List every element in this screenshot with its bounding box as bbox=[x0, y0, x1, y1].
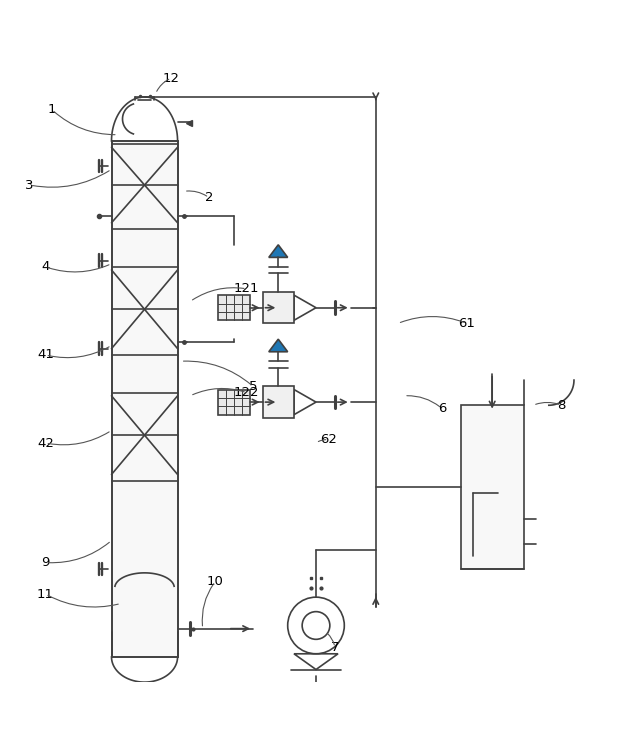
Bar bbox=[119, 224, 123, 229]
Bar bbox=[162, 350, 166, 355]
Text: 3: 3 bbox=[25, 179, 34, 192]
Bar bbox=[141, 224, 145, 229]
Bar bbox=[130, 350, 134, 355]
Text: 4: 4 bbox=[41, 260, 50, 273]
Bar bbox=[111, 141, 178, 657]
Bar bbox=[162, 476, 166, 481]
Bar bbox=[130, 224, 134, 229]
Bar bbox=[114, 350, 118, 355]
Text: 12: 12 bbox=[163, 71, 179, 85]
Bar bbox=[219, 390, 250, 415]
Bar bbox=[119, 476, 123, 481]
Bar bbox=[461, 405, 524, 569]
Bar bbox=[157, 224, 161, 229]
Bar bbox=[167, 350, 171, 355]
Bar bbox=[125, 350, 128, 355]
Bar bbox=[173, 350, 177, 355]
Bar bbox=[167, 224, 171, 229]
Bar bbox=[114, 224, 118, 229]
Text: 5: 5 bbox=[249, 380, 257, 393]
Bar bbox=[219, 295, 250, 320]
Bar bbox=[157, 350, 161, 355]
Text: 61: 61 bbox=[459, 317, 475, 330]
Bar bbox=[173, 476, 177, 481]
Text: 7: 7 bbox=[331, 641, 339, 654]
Text: 6: 6 bbox=[437, 402, 446, 415]
Text: 10: 10 bbox=[207, 575, 224, 588]
Bar bbox=[135, 224, 139, 229]
Bar bbox=[114, 476, 118, 481]
Text: 11: 11 bbox=[37, 587, 54, 600]
Bar bbox=[135, 350, 139, 355]
Bar bbox=[167, 476, 171, 481]
Bar bbox=[146, 350, 150, 355]
Text: 8: 8 bbox=[557, 399, 566, 412]
Text: 1: 1 bbox=[47, 103, 56, 116]
Text: 42: 42 bbox=[37, 437, 54, 450]
Bar bbox=[125, 476, 128, 481]
Bar bbox=[262, 387, 294, 417]
Bar bbox=[135, 476, 139, 481]
Text: 9: 9 bbox=[41, 556, 50, 569]
Bar bbox=[173, 224, 177, 229]
Text: 41: 41 bbox=[37, 348, 54, 362]
Text: 122: 122 bbox=[234, 386, 260, 399]
Bar bbox=[125, 224, 128, 229]
Bar bbox=[146, 224, 150, 229]
Bar bbox=[157, 476, 161, 481]
Polygon shape bbox=[269, 245, 288, 257]
Bar bbox=[119, 350, 123, 355]
Bar bbox=[146, 476, 150, 481]
Bar bbox=[141, 350, 145, 355]
Polygon shape bbox=[269, 339, 288, 352]
Bar bbox=[141, 476, 145, 481]
Bar bbox=[130, 476, 134, 481]
Text: 2: 2 bbox=[205, 191, 213, 204]
Bar bbox=[152, 476, 155, 481]
Bar bbox=[262, 292, 294, 323]
Text: 121: 121 bbox=[234, 282, 260, 295]
Bar bbox=[152, 350, 155, 355]
Bar bbox=[162, 224, 166, 229]
Bar bbox=[152, 224, 155, 229]
Text: 62: 62 bbox=[320, 434, 337, 446]
